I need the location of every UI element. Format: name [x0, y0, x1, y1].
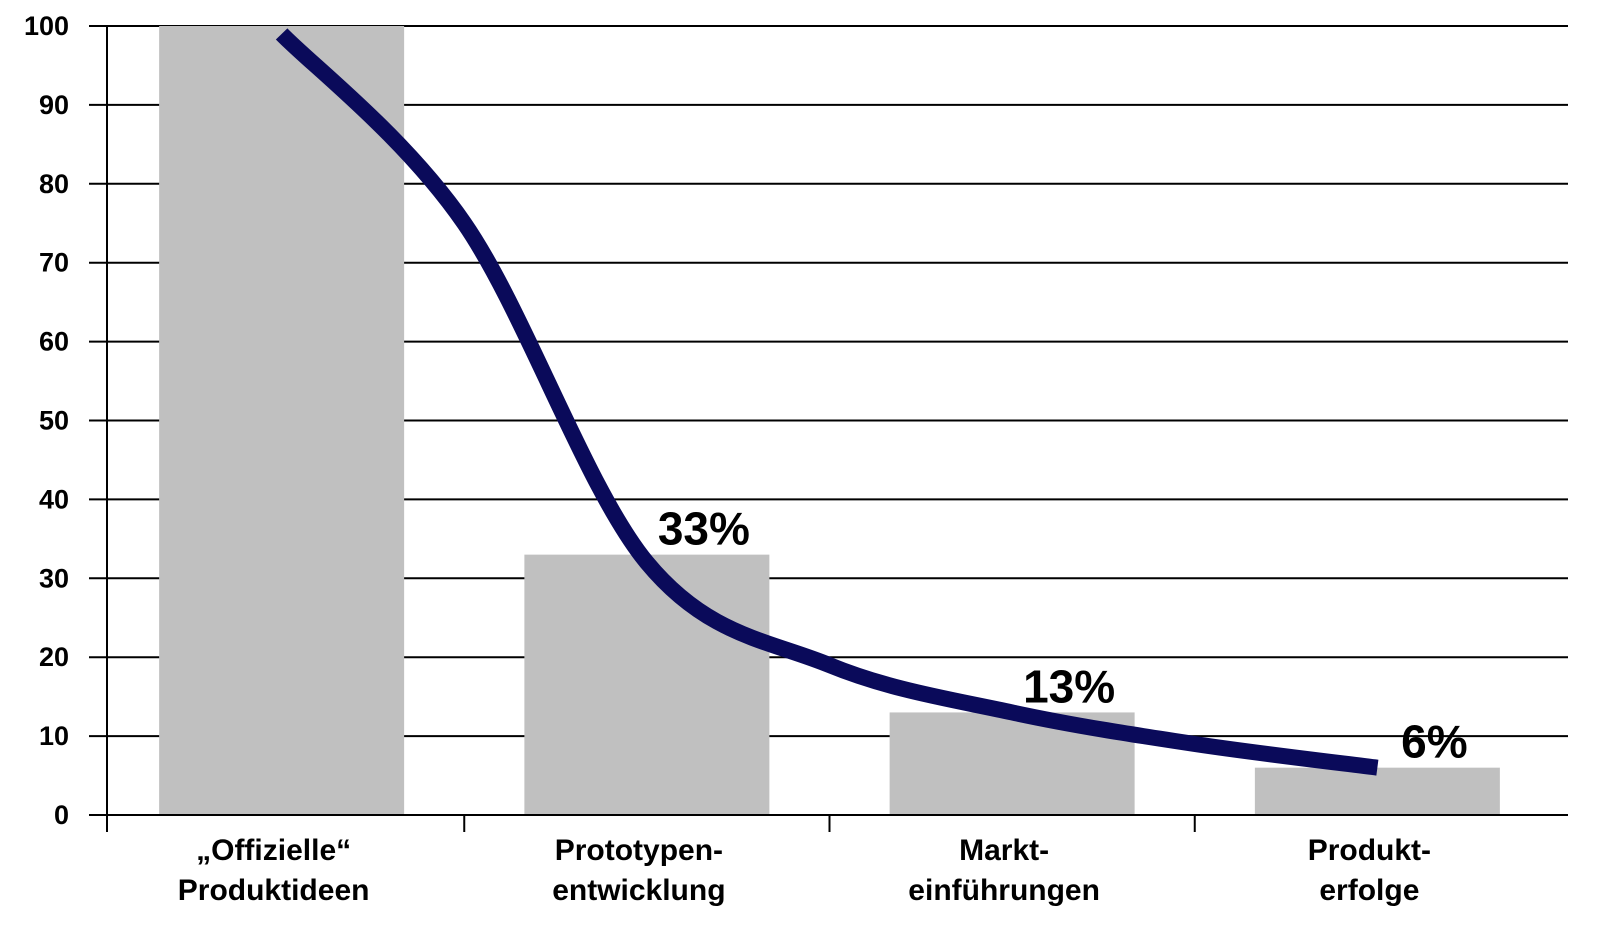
data-label: 13%	[1023, 660, 1115, 712]
y-tick-label: 30	[39, 563, 69, 593]
y-tick-label: 20	[39, 642, 69, 672]
y-tick-label: 100	[24, 11, 69, 41]
x-tick-label: Markt-	[959, 834, 1049, 867]
x-tick-label: einführungen	[908, 874, 1100, 907]
y-tick-label: 50	[39, 406, 69, 436]
y-tick-label: 0	[54, 800, 69, 830]
x-tick-label: Produkt-	[1308, 834, 1431, 867]
y-tick-label: 90	[39, 90, 69, 120]
y-axis-ticks: 0 10 20 30 40 50 60 70 80 90 100	[24, 11, 107, 830]
data-label: 6%	[1401, 716, 1467, 768]
bars	[159, 26, 1500, 815]
data-label: 33%	[658, 503, 750, 555]
x-tick-label: erfolge	[1319, 874, 1419, 907]
data-labels: 33% 13% 6%	[658, 503, 1468, 768]
trend-curve	[275, 28, 1379, 776]
x-tick-label: „Offizielle“	[196, 834, 351, 867]
bar	[524, 554, 770, 815]
y-tick-label: 10	[39, 721, 69, 751]
x-tick-label: Prototypen-	[555, 834, 723, 867]
y-tick-label: 40	[39, 484, 69, 514]
x-axis-ticks: „Offizielle“ Produktideen Prototypen-entwi…	[178, 815, 1431, 907]
y-tick-label: 80	[39, 169, 69, 199]
bar	[159, 26, 405, 815]
y-tick-label: 60	[39, 327, 69, 357]
bar	[1254, 767, 1500, 815]
x-tick-label: entwicklung	[552, 874, 725, 907]
trend-curve-line	[275, 28, 1379, 776]
y-tick-label: 70	[39, 248, 69, 278]
x-tick-label: Produktideen	[178, 874, 370, 907]
